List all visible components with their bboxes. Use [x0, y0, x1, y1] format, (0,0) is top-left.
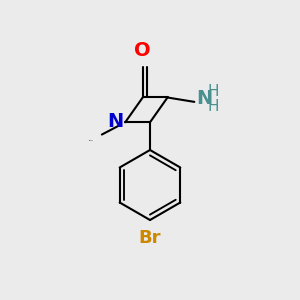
Text: methyl: methyl — [93, 139, 98, 140]
Text: H: H — [208, 99, 219, 114]
Text: Br: Br — [139, 229, 161, 247]
Text: H: H — [208, 84, 219, 99]
Text: N: N — [197, 88, 213, 108]
Text: O: O — [134, 41, 151, 61]
Text: N: N — [107, 112, 123, 131]
Text: methyl: methyl — [88, 140, 94, 141]
